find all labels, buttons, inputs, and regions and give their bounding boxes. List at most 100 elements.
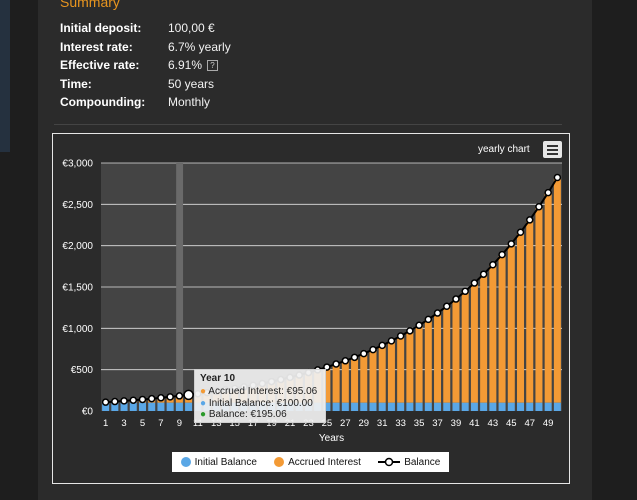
x-tick-label: 45 <box>506 418 517 429</box>
y-tick-label: €0 <box>82 407 94 418</box>
chart-title: yearly chart <box>478 144 530 155</box>
initial-bar <box>397 402 405 411</box>
x-tick-label: 21 <box>285 418 296 429</box>
x-tick-label: 33 <box>395 418 406 429</box>
x-tick-label: 13 <box>211 418 222 429</box>
initial-bar <box>406 402 414 411</box>
initial-bar <box>120 402 128 411</box>
sidebar-edge <box>0 0 10 152</box>
x-tick-label: 5 <box>140 418 145 429</box>
legend-initial-balance[interactable]: Initial Balance <box>180 457 257 468</box>
interest-bar <box>397 336 405 403</box>
x-tick-label: 41 <box>469 418 480 429</box>
summary-label: Effective rate: <box>60 58 140 73</box>
initial-bar <box>351 402 359 411</box>
initial-bar <box>470 402 478 411</box>
x-tick-label: 23 <box>303 418 314 429</box>
x-tick-label: 49 <box>543 418 554 429</box>
divider <box>54 124 562 125</box>
initial-bar <box>434 402 442 411</box>
balance-point <box>553 173 562 182</box>
initial-bar <box>129 402 137 411</box>
initial-bar <box>526 402 534 411</box>
x-tick-label: 43 <box>488 418 499 429</box>
help-icon[interactable]: ? <box>207 59 219 71</box>
summary-value: 50 years <box>168 76 215 91</box>
balance-point <box>424 315 433 324</box>
initial-bar <box>111 402 119 411</box>
balance-point <box>489 260 497 269</box>
x-tick-label: 25 <box>322 418 333 429</box>
balance-point <box>479 270 488 278</box>
x-tick-label: 35 <box>414 418 425 429</box>
balance-point <box>433 309 442 317</box>
chart-legend: Initial Balance Accrued Interest Balance <box>172 452 449 472</box>
initial-bar <box>553 402 561 411</box>
interest-bar <box>553 177 561 403</box>
balance-point <box>175 392 184 400</box>
balance-point <box>396 332 405 340</box>
tooltip-row-initial: ● Initial Balance: €100.00 <box>200 397 313 409</box>
initial-bar <box>498 402 506 411</box>
x-axis-label: Years <box>319 433 344 444</box>
balance-point <box>443 302 451 311</box>
balance-point <box>157 394 165 402</box>
initial-bar <box>185 402 193 411</box>
summary-table: Initial deposit: 100,00 € Interest rate:… <box>60 19 231 112</box>
x-tick-label: 9 <box>177 418 182 429</box>
interest-bar <box>498 254 506 403</box>
summary-row-effective: Effective rate: 6.91% ? <box>60 56 231 75</box>
interest-bar <box>480 274 488 403</box>
balance-point <box>387 337 396 345</box>
initial-bar <box>157 402 165 411</box>
balance-point <box>332 360 340 368</box>
balance-point <box>360 349 368 358</box>
initial-bar <box>489 402 497 411</box>
interest-bar <box>461 291 469 403</box>
interest-bar <box>443 306 451 403</box>
legend-accrued-interest[interactable]: Accrued Interest <box>274 457 361 468</box>
summary-label: Interest rate: <box>60 39 133 54</box>
tooltip-title: Year 10 <box>200 373 236 384</box>
initial-bar <box>148 402 156 411</box>
legend-balance[interactable]: Balance <box>378 457 440 468</box>
summary-heading: Summary <box>60 0 120 10</box>
chart-tooltip: Year 10 ● Accrued Interest: €95.06 ● Ini… <box>194 369 326 423</box>
tooltip-row-balance: ● Balance: €195.06 <box>200 409 287 420</box>
interest-bar <box>323 367 331 403</box>
initial-bar <box>424 402 432 411</box>
interest-bar <box>360 353 368 403</box>
balance-point <box>406 327 414 335</box>
initial-bar <box>323 402 331 411</box>
interest-bar <box>434 313 442 403</box>
x-tick-label: 27 <box>340 418 351 429</box>
x-tick-label: 37 <box>432 418 443 429</box>
legend-swatch <box>180 457 191 467</box>
initial-bar <box>415 402 423 411</box>
balance-point <box>147 394 156 403</box>
summary-row-time: Time: 50 years <box>60 75 231 94</box>
initial-bar <box>166 402 174 411</box>
interest-bar <box>470 283 478 403</box>
interest-bar <box>489 264 497 403</box>
initial-bar <box>102 402 110 411</box>
interest-bar <box>526 219 534 403</box>
initial-bar <box>138 402 146 411</box>
balance-point <box>470 279 479 287</box>
hamburger-icon[interactable] <box>543 141 562 158</box>
x-tick-label: 47 <box>524 418 535 429</box>
balance-point <box>369 345 377 354</box>
initial-bar <box>175 402 183 411</box>
y-tick-label: €3,000 <box>62 159 93 170</box>
interest-bar <box>415 325 423 403</box>
interest-bar <box>369 349 377 403</box>
summary-value: 6.91% <box>168 58 203 73</box>
balance-point <box>111 397 119 406</box>
x-tick-label: 11 <box>193 418 203 429</box>
interest-bar <box>452 299 460 403</box>
balance-point <box>516 228 525 237</box>
y-tick-label: €2,500 <box>62 200 93 211</box>
balance-point <box>452 295 460 303</box>
summary-row-compounding: Compounding: Monthly <box>60 93 231 112</box>
